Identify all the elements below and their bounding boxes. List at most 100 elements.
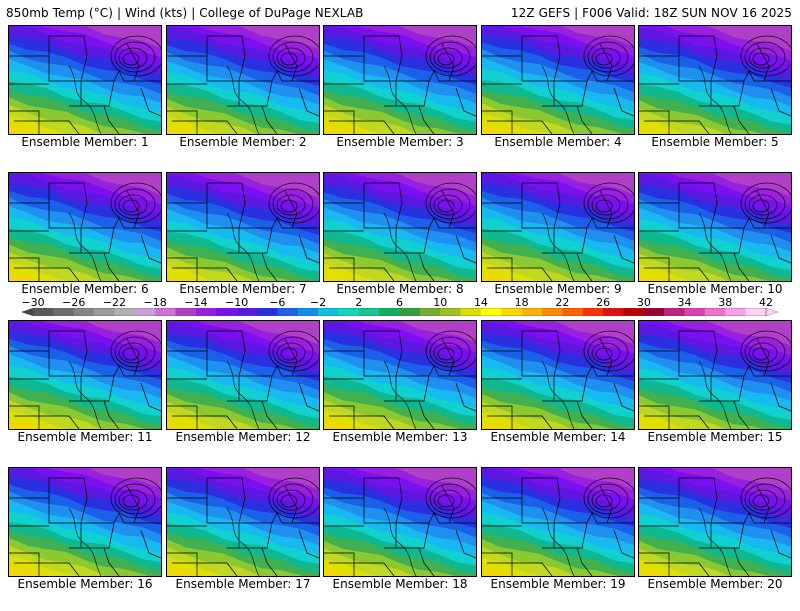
temperature-map	[166, 172, 320, 282]
temperature-colorbar: −30 −26 −22 −18 −14 −10 −6 −2 2 6 10 14 18 22 26 30 34 38…	[0, 296, 800, 318]
temperature-map	[481, 25, 635, 135]
colorbar-swatch	[399, 308, 421, 316]
ensemble-member-label: Ensemble Member: 10	[647, 282, 783, 296]
wind-swirl-contours	[425, 330, 476, 372]
temperature-map	[481, 320, 635, 430]
ensemble-member-panel: Ensemble Member: 6	[8, 172, 162, 316]
colorbar-swatch	[53, 308, 75, 316]
ensemble-member-panel: Ensemble Member: 5	[638, 25, 792, 169]
ensemble-member-label: Ensemble Member: 11	[17, 430, 153, 444]
ensemble-member-panel: Ensemble Member: 19	[481, 467, 635, 611]
map-graphic	[9, 468, 161, 576]
ensemble-member-label: Ensemble Member: 17	[175, 577, 311, 591]
wind-swirl-contours	[740, 35, 791, 77]
wind-swirl-contours	[110, 182, 161, 224]
colorbar-swatch	[256, 308, 278, 316]
temperature-map	[638, 320, 792, 430]
colorbar-swatch	[664, 308, 685, 316]
colorbar-swatch	[582, 308, 604, 316]
colorbar-tick-label: 38	[718, 296, 733, 309]
state-boundaries	[482, 330, 634, 429]
map-graphic	[482, 26, 634, 134]
ensemble-member-label: Ensemble Member: 14	[490, 430, 626, 444]
wind-swirl-contours	[583, 477, 634, 519]
wind-swirl-contours	[110, 35, 161, 77]
colorbar-swatch	[195, 308, 217, 316]
colorbar-tick-label: 42	[759, 296, 773, 309]
ensemble-member-label: Ensemble Member: 7	[179, 282, 307, 296]
colorbar-swatch	[684, 308, 706, 316]
state-boundaries	[167, 35, 319, 134]
map-graphic	[324, 26, 476, 134]
colorbar-tick-label: 10	[433, 296, 448, 309]
wind-swirl-contours	[740, 330, 791, 372]
state-boundaries	[324, 477, 476, 576]
colorbar-swatch	[73, 308, 95, 316]
colorbar-tick-label: −22	[102, 296, 127, 309]
state-boundaries	[324, 330, 476, 429]
colorbar-swatch	[562, 308, 584, 316]
colorbar-swatch	[338, 308, 360, 316]
ensemble-member-label: Ensemble Member: 9	[494, 282, 622, 296]
state-boundaries	[167, 330, 319, 429]
state-boundaries	[482, 477, 634, 576]
colorbar-max-arrow	[765, 308, 779, 316]
colorbar-swatch	[501, 308, 522, 316]
wind-swirl-contours	[740, 477, 791, 519]
colorbar-swatch	[460, 308, 482, 316]
ensemble-member-label: Ensemble Member: 4	[494, 135, 622, 149]
colorbar-tick-label: 2	[355, 296, 363, 309]
wind-swirl-contours	[268, 35, 319, 77]
temperature-map	[323, 25, 477, 135]
state-boundaries	[639, 330, 791, 429]
colorbar-tick-label: 34	[677, 296, 692, 309]
ensemble-member-panel: Ensemble Member: 2	[166, 25, 320, 169]
state-boundaries	[324, 35, 476, 134]
state-boundaries	[9, 330, 161, 429]
temperature-map	[8, 320, 162, 430]
map-graphic	[167, 321, 319, 429]
colorbar-tick-label: 18	[514, 296, 529, 309]
colorbar-tick-label: −14	[184, 296, 208, 309]
ensemble-member-panel: Ensemble Member: 3	[323, 25, 477, 169]
wind-swirl-contours	[110, 477, 161, 519]
temperature-map	[166, 320, 320, 430]
ensemble-member-label: Ensemble Member: 5	[651, 135, 779, 149]
temperature-map	[481, 172, 635, 282]
state-boundaries	[167, 182, 319, 281]
map-graphic	[482, 321, 634, 429]
colorbar-swatch	[175, 308, 197, 316]
state-boundaries	[639, 35, 791, 134]
colorbar-tick-label: −2	[309, 296, 327, 309]
ensemble-member-panel: Ensemble Member: 1	[8, 25, 162, 169]
colorbar-strip	[21, 308, 779, 316]
ensemble-member-label: Ensemble Member: 3	[336, 135, 464, 149]
colorbar-swatch	[94, 308, 115, 316]
colorbar-outline	[32, 308, 767, 316]
temperature-map	[323, 467, 477, 577]
colorbar-swatch	[236, 308, 258, 316]
colorbar-swatch	[623, 308, 645, 316]
map-graphic	[167, 173, 319, 281]
colorbar-tick-label: −18	[143, 296, 167, 309]
colorbar-swatch	[704, 308, 726, 316]
map-graphic	[482, 173, 634, 281]
colorbar-tick-label: 30	[636, 296, 651, 309]
ensemble-member-panel: Ensemble Member: 18	[323, 467, 477, 611]
colorbar-tick-label: −30	[21, 296, 45, 309]
colorbar-swatch	[277, 308, 298, 316]
colorbar-tick-label: 26	[596, 296, 611, 309]
colorbar-tick-label: −10	[225, 296, 249, 309]
colorbar-swatch	[297, 308, 319, 316]
temperature-map	[638, 467, 792, 577]
ensemble-member-panel: Ensemble Member: 11	[8, 320, 162, 464]
ensemble-member-label: Ensemble Member: 2	[179, 135, 307, 149]
ensemble-member-label: Ensemble Member: 1	[21, 135, 149, 149]
ensemble-member-panel: Ensemble Member: 7	[166, 172, 320, 316]
ensemble-member-label: Ensemble Member: 15	[647, 430, 783, 444]
ensemble-member-label: Ensemble Member: 8	[336, 282, 464, 296]
colorbar-tick-label: 22	[555, 296, 570, 309]
state-boundaries	[482, 35, 634, 134]
ensemble-member-label: Ensemble Member: 12	[175, 430, 311, 444]
